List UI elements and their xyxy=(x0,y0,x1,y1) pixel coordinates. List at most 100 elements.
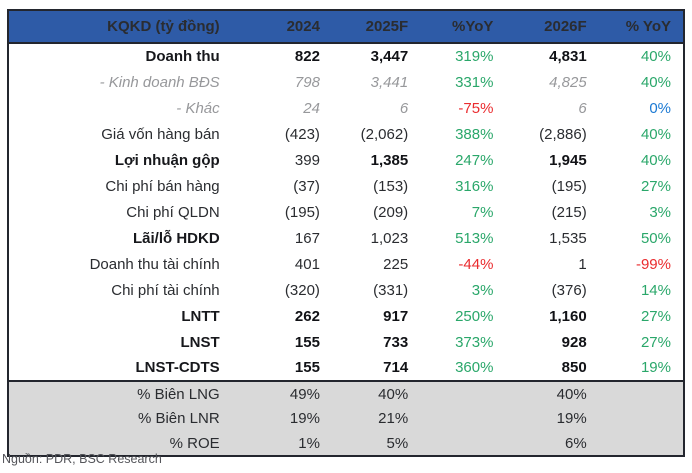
cell-%yoy: -44% xyxy=(458,255,494,273)
ratio-cell-%yoy xyxy=(598,380,684,406)
cell-%yoy: 40% xyxy=(640,48,671,65)
cell-%yoy: -99% xyxy=(635,255,671,273)
row-label: Chi phí QLDN xyxy=(126,203,220,221)
column-header-2026f: 2026F xyxy=(505,10,599,44)
ratio-cell-%yoy xyxy=(420,380,506,406)
cell-2024: 798 xyxy=(294,73,320,91)
cell-2026f: 1 xyxy=(578,255,587,273)
cell-2025f: 733 xyxy=(383,333,409,351)
cell-2024: 155 xyxy=(294,333,320,351)
cell-%yoy: 247% xyxy=(455,151,494,169)
ratio-cell-2025f: 5% xyxy=(386,434,409,452)
cell-2025f: 3,447 xyxy=(370,48,409,65)
cell-2026f: 1,945 xyxy=(549,151,587,169)
cell-2025f: (2,062) xyxy=(360,125,409,143)
cell-2025f: (153) xyxy=(373,177,409,195)
cell-2024: (320) xyxy=(284,281,320,299)
cell-2026f: 4,831 xyxy=(549,48,587,65)
table-row: Lãi/lỗ HDKD 167 1,023 513% 1,535 50% xyxy=(8,225,684,251)
row-label: LNTT xyxy=(181,307,220,325)
cell-%yoy: 50% xyxy=(640,229,671,247)
cell-2025f: 1,385 xyxy=(370,151,409,169)
cell-2024: 155 xyxy=(294,359,320,376)
cell-2026f: (2,886) xyxy=(539,125,587,143)
cell-2024: (37) xyxy=(293,177,320,195)
cell-2026f: 6 xyxy=(578,99,587,117)
cell-%yoy: 360% xyxy=(455,359,494,376)
row-label: Chi phí tài chính xyxy=(111,281,220,299)
cell-2026f: 1,535 xyxy=(549,229,587,247)
table-row: Lợi nhuận gộp 399 1,385 247% 1,945 40% xyxy=(8,147,684,173)
cell-2024: (423) xyxy=(284,125,320,143)
cell-2026f: (376) xyxy=(551,281,587,299)
cell-2025f: 225 xyxy=(383,255,409,273)
income-statement-table-container: KQKD (tỷ đồng) 2024 2025F %YoY 2026F % Y… xyxy=(7,9,685,457)
cell-2025f: 1,023 xyxy=(370,229,409,247)
column-header-2024: 2024 xyxy=(231,10,332,44)
ratio-cell-%yoy xyxy=(599,406,684,431)
income-statement-table: KQKD (tỷ đồng) 2024 2025F %YoY 2026F % Y… xyxy=(7,9,685,457)
ratio-cell-%yoy xyxy=(420,431,505,456)
row-label: LNST xyxy=(180,333,220,351)
cell-2026f: 1,160 xyxy=(549,307,587,325)
cell-%yoy: 14% xyxy=(640,281,671,299)
cell-2024: (195) xyxy=(284,203,320,221)
cell-%yoy: 331% xyxy=(455,73,494,91)
cell-%yoy: 27% xyxy=(640,307,671,325)
table-row: LNST 155 733 373% 928 27% xyxy=(8,329,684,355)
ratio-section: % Biên LNG 49% 40% 40%% Biên LNR 19% 21% 19%% … xyxy=(8,380,684,456)
cell-2024: 399 xyxy=(294,151,320,169)
table-body: Doanh thu 822 3,447 319% 4,831 40% - Kinh doan… xyxy=(8,43,684,381)
ratio-row: % ROE 1% 5% 6% xyxy=(8,431,684,456)
cell-%yoy: 388% xyxy=(455,125,494,143)
ratio-cell-2024: 49% xyxy=(231,380,332,406)
row-label: Doanh thu tài chính xyxy=(89,255,220,273)
cell-2024: 167 xyxy=(294,229,320,247)
cell-2026f: 4,825 xyxy=(549,73,587,91)
table-title: KQKD (tỷ đồng) xyxy=(8,10,232,44)
row-label: Lợi nhuận gộp xyxy=(114,151,220,169)
ratio-cell-2024: 19% xyxy=(289,410,320,427)
column-header-2025f: 2025F xyxy=(331,10,421,44)
cell-%yoy: 3% xyxy=(471,281,494,299)
table-row: Doanh thu tài chính 401 225 -44% 1 -99% xyxy=(8,251,684,277)
table-row: - Khác 24 6 -75% 6 0% xyxy=(8,95,684,121)
ratio-row: % Biên LNR 19% 21% 19% xyxy=(8,406,684,431)
cell-2025f: (209) xyxy=(373,203,409,221)
ratio-cell-2025f: 21% xyxy=(378,410,409,427)
table-row: LNTT 262 917 250% 1,160 27% xyxy=(8,303,684,329)
cell-2026f: 850 xyxy=(561,359,587,376)
table-row: Giá vốn hàng bán (423) (2,062) 388% (2,886) 4… xyxy=(8,121,684,147)
ratio-row-label: % ROE xyxy=(169,434,220,452)
table-row: LNST-CDTS 155 714 360% 850 19% xyxy=(8,355,684,381)
ratio-row: % Biên LNG 49% 40% 40% xyxy=(8,380,684,406)
ratio-cell-2026f: 6% xyxy=(565,434,587,452)
cell-2025f: (331) xyxy=(373,281,409,299)
column-header-yoy-2026: % YoY xyxy=(598,10,684,44)
row-label: - Khác xyxy=(176,99,220,117)
table-row: Chi phí bán hàng (37) (153) 316% (195) 27% xyxy=(8,173,684,199)
cell-%yoy: 250% xyxy=(455,307,494,325)
row-label: LNST-CDTS xyxy=(135,359,220,376)
cell-2025f: 3,441 xyxy=(370,73,409,91)
cell-%yoy: 19% xyxy=(640,359,671,376)
cell-%yoy: 40% xyxy=(640,125,671,143)
ratio-cell-2026f: 19% xyxy=(556,410,587,427)
cell-2026f: (195) xyxy=(551,177,587,195)
cell-%yoy: 319% xyxy=(455,48,494,65)
cell-%yoy: 513% xyxy=(455,229,494,247)
cell-%yoy: -75% xyxy=(458,99,494,117)
cell-2025f: 6 xyxy=(399,99,409,117)
table-row: Doanh thu 822 3,447 319% 4,831 40% xyxy=(8,43,684,69)
cell-2026f: 928 xyxy=(561,333,587,351)
cell-%yoy: 0% xyxy=(649,99,671,117)
table-row: - Kinh doanh BĐS 798 3,441 331% 4,825 40% xyxy=(8,69,684,95)
table-header-row: KQKD (tỷ đồng) 2024 2025F %YoY 2026F % Y… xyxy=(8,10,684,44)
cell-%yoy: 40% xyxy=(640,73,671,91)
row-label: Lãi/lỗ HDKD xyxy=(132,229,220,247)
ratio-cell-2024: 1% xyxy=(298,434,320,452)
cell-%yoy: 3% xyxy=(649,203,671,221)
cell-2024: 822 xyxy=(294,48,320,65)
ratio-cell-2026f: 40% xyxy=(505,380,599,406)
